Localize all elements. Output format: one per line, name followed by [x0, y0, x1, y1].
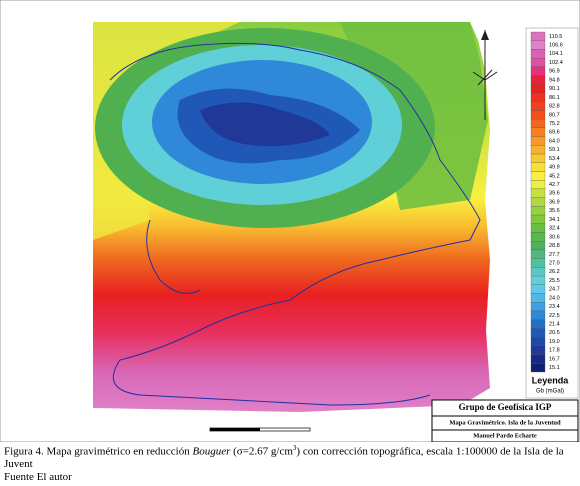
legend-swatch: [530, 49, 546, 59]
legend-label: 22.5: [549, 313, 560, 319]
scale-bar: [209, 427, 311, 432]
legend-label: 39.6: [549, 191, 560, 197]
legend-label: 35.6: [549, 208, 560, 214]
caption-sup: 3: [292, 444, 297, 452]
legend-swatch: [530, 310, 546, 320]
legend-swatch: [530, 284, 546, 294]
caption-italic: Bouguer: [192, 445, 231, 458]
caption: Figura 4. Mapa gravimétrico en reducción…: [4, 442, 578, 483]
legend-label: 42.7: [549, 182, 560, 188]
legend-swatch: [530, 302, 546, 312]
legend-swatch: [530, 136, 546, 146]
legend-swatch: [530, 180, 546, 190]
legend-swatch: [530, 363, 546, 373]
legend-label: 75.2: [549, 121, 560, 127]
legend-swatch: [530, 58, 546, 68]
legend-label: 16.7: [549, 356, 560, 362]
legend-label: 34.1: [549, 217, 560, 223]
legend: Leyenda Gb (mGal) 110.5 106.6 104.1 102.4 96…: [525, 27, 579, 399]
legend-swatch: [530, 206, 546, 216]
legend-label: 53.4: [549, 156, 560, 162]
legend-label: 90.1: [549, 86, 560, 92]
legend-label: 59.1: [549, 147, 560, 153]
legend-label: 23.4: [549, 304, 560, 310]
legend-swatch: [530, 345, 546, 355]
legend-swatch: [530, 119, 546, 129]
legend-label: 26.2: [549, 269, 560, 275]
legend-label: 30.6: [549, 234, 560, 240]
legend-label: 110.5: [549, 34, 562, 40]
legend-label: 45.2: [549, 173, 560, 179]
legend-label: 86.1: [549, 95, 560, 101]
legend-label: 82.8: [549, 104, 560, 110]
legend-swatch: [530, 162, 546, 172]
legend-label: 28.8: [549, 243, 560, 249]
legend-swatch: [530, 171, 546, 181]
legend-label: 80.7: [549, 112, 560, 118]
legend-swatch: [530, 223, 546, 233]
legend-label: 19.0: [549, 339, 560, 345]
legend-label: 27.7: [549, 252, 560, 258]
legend-label: 20.5: [549, 330, 560, 336]
figure: Leyenda Gb (mGal) 110.5 106.6 104.1 102.4 96…: [0, 0, 580, 443]
gravity-map: [93, 22, 490, 412]
north-arrow: [472, 30, 498, 120]
legend-label: 32.4: [549, 226, 560, 232]
legend-swatch: [530, 232, 546, 242]
legend-label: 94.8: [549, 77, 560, 83]
legend-label: 49.9: [549, 165, 560, 171]
legend-label: 25.5: [549, 278, 560, 284]
legend-swatch: [530, 214, 546, 224]
caption-text: ) con corrección topográfica, escala 1:1…: [4, 445, 564, 471]
legend-swatch: [530, 110, 546, 120]
legend-label: 24.0: [549, 295, 560, 301]
legend-swatch: [530, 31, 546, 41]
legend-label: 24.7: [549, 287, 560, 293]
org-name: Grupo de Geofísica IGP: [459, 402, 552, 412]
legend-swatch: [530, 319, 546, 329]
legend-swatch: [530, 249, 546, 259]
legend-swatch: [530, 267, 546, 277]
legend-swatch: [530, 188, 546, 198]
legend-swatch: [530, 92, 546, 102]
legend-swatch: [530, 258, 546, 268]
title-block: Grupo de Geofísica IGP Mapa Gravimétrico…: [431, 399, 579, 443]
caption-text: Figura 4. Mapa gravimétrico en reducción: [4, 445, 193, 458]
legend-swatch: [530, 145, 546, 155]
legend-label: 104.1: [549, 51, 563, 57]
caption-text: (σ=2.67 g/cm: [230, 445, 293, 458]
legend-label: 21.4: [549, 322, 560, 328]
legend-swatch: [530, 336, 546, 346]
legend-title: Leyenda: [532, 375, 570, 385]
legend-label: 106.6: [549, 43, 563, 49]
legend-swatch: [530, 40, 546, 50]
legend-swatch: [530, 293, 546, 303]
legend-swatch: [530, 275, 546, 285]
legend-swatch: [530, 328, 546, 338]
caption-source: Fuente El autor: [4, 470, 72, 483]
legend-swatch: [530, 84, 546, 94]
legend-label: 64.0: [549, 138, 560, 144]
legend-swatch: [530, 127, 546, 137]
legend-swatch: [530, 75, 546, 85]
legend-label: 15.1: [549, 365, 560, 371]
author: Manuel Pardo Echarte: [473, 432, 537, 439]
legend-unit: Gb (mGal): [536, 389, 564, 395]
legend-swatch: [530, 197, 546, 207]
legend-label: 36.9: [549, 199, 560, 205]
legend-swatch: [530, 66, 546, 76]
legend-label: 27.0: [549, 260, 560, 266]
legend-swatch: [530, 101, 546, 111]
legend-label: 17.8: [549, 348, 560, 354]
legend-swatch: [530, 354, 546, 364]
legend-label: 102.4: [549, 60, 563, 66]
legend-label: 96.9: [549, 69, 560, 75]
legend-label: 69.6: [549, 130, 560, 136]
legend-swatch: [530, 241, 546, 251]
legend-swatch: [530, 153, 546, 163]
map-name: Mapa Gravimétrico. Isla de la Juventud: [449, 419, 561, 426]
